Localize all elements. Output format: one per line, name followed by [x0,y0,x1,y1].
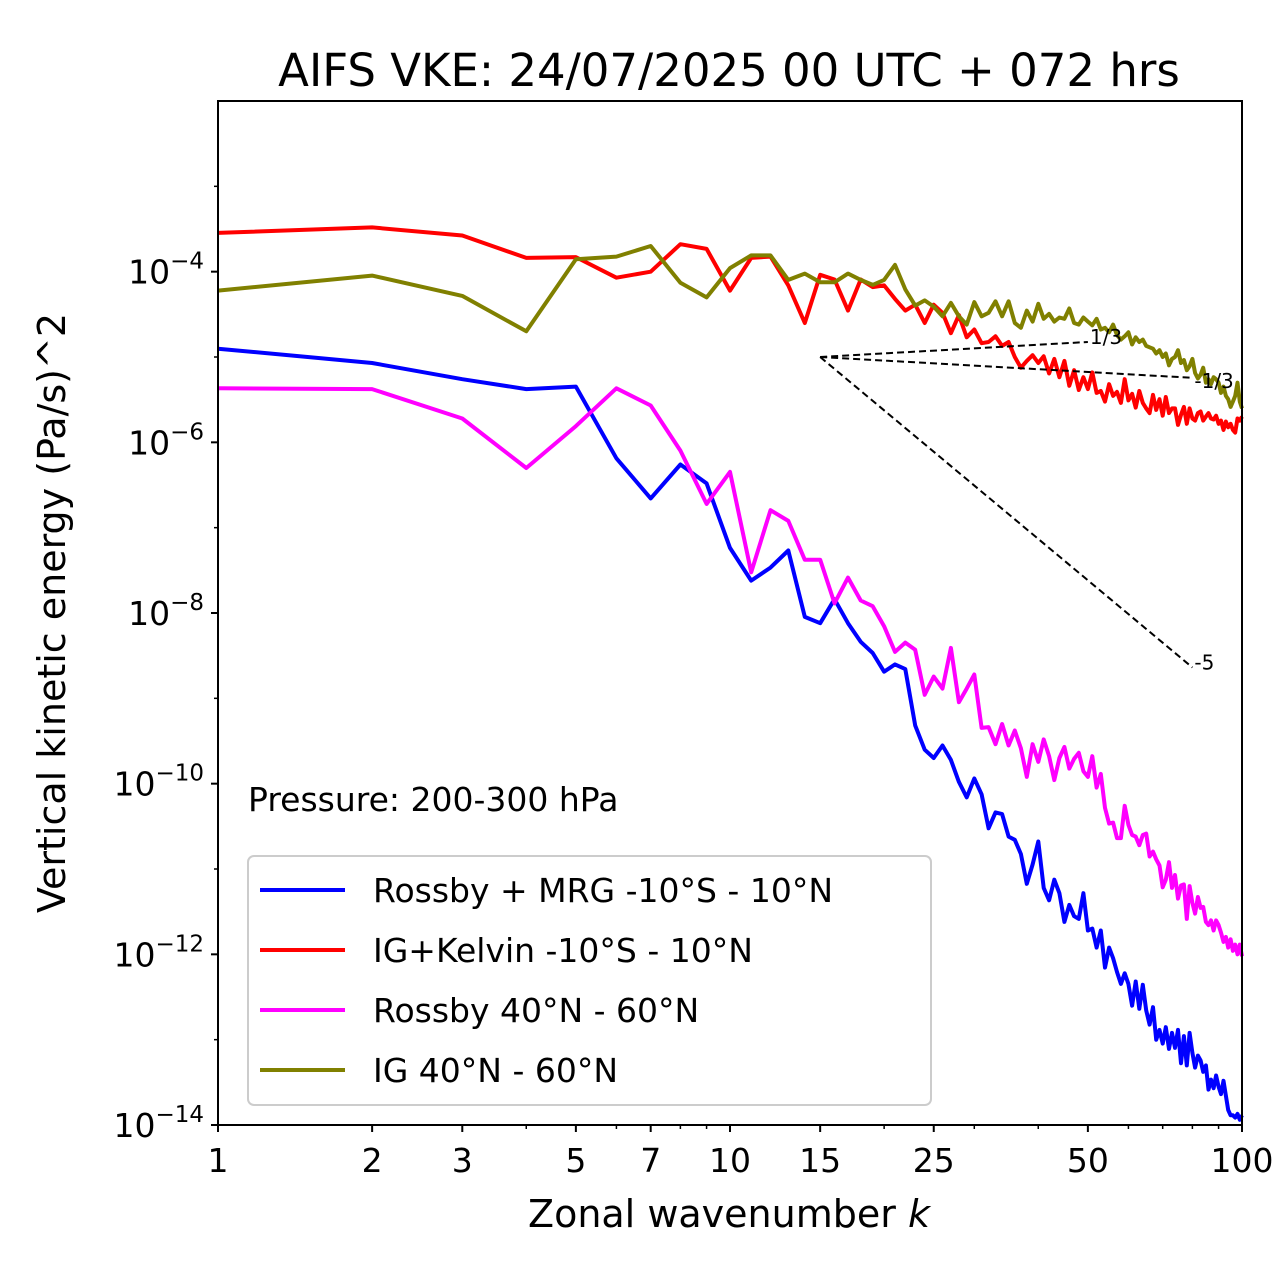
legend-label-3: IG 40°N - 60°N [373,1051,618,1090]
y-axis: 10−4 10−6 10−8 10−10 10−12 10−14 [113,185,218,1145]
y-tick-label: 10−10 [113,761,204,804]
reference-slope-label-2: -5 [1194,650,1214,674]
reference-slope-line-1 [820,356,1193,379]
x-tick-label: 2 [362,1141,383,1180]
x-tick-label: 100 [1211,1141,1274,1180]
series-layer [217,225,1244,1122]
series-line-0 [217,346,1244,1122]
x-tick-label: 1 [208,1141,229,1180]
reference-slope-line-2 [819,356,1194,669]
series-line-1 [217,225,1244,435]
y-tick-label: 10−14 [113,1102,204,1145]
x-tick-label: 25 [913,1141,955,1180]
series-line-3 [217,244,1244,410]
x-tick-label: 3 [452,1141,473,1180]
x-tick-label: 15 [799,1141,841,1180]
legend-label-2: Rossby 40°N - 60°N [373,991,699,1030]
y-axis-label: Vertical kinetic energy (Pa/s)^2 [30,313,74,913]
reference-slope-line-0 [820,340,1088,358]
y-tick-label: 10−4 [128,249,204,292]
y-tick-label: 10−6 [128,419,204,462]
series-line-2 [217,386,1244,957]
x-tick-label: 7 [640,1141,661,1180]
x-axis-label: Zonal wavenumber k [528,1192,932,1236]
legend-label-1: IG+Kelvin -10°S - 10°N [373,931,753,970]
reference-slopes: 1/3 -1/3 -5 [819,325,1234,674]
reference-slope-label-1: -1/3 [1194,369,1233,393]
x-tick-label: 10 [709,1141,751,1180]
plot-area: 1/3 -1/3 -5 [217,100,1244,1126]
y-tick-label: 10−8 [128,590,204,633]
x-tick-label: 50 [1067,1141,1109,1180]
pressure-annotation: Pressure: 200-300 hPa [248,780,618,819]
chart-title: AIFS VKE: 24/07/2025 00 UTC + 072 hrs [278,44,1180,97]
x-axis: 1 2 3 5 7 10 15 25 50 100 [208,1125,1274,1180]
legend-label-0: Rossby + MRG -10°S - 10°N [373,871,833,910]
legend-box [247,855,932,1106]
reference-slope-label-0: 1/3 [1090,325,1122,349]
x-tick-label: 5 [565,1141,586,1180]
legend: Rossby + MRG -10°S - 10°N IG+Kelvin -10°S… [247,855,932,1106]
y-tick-label: 10−12 [113,931,204,974]
